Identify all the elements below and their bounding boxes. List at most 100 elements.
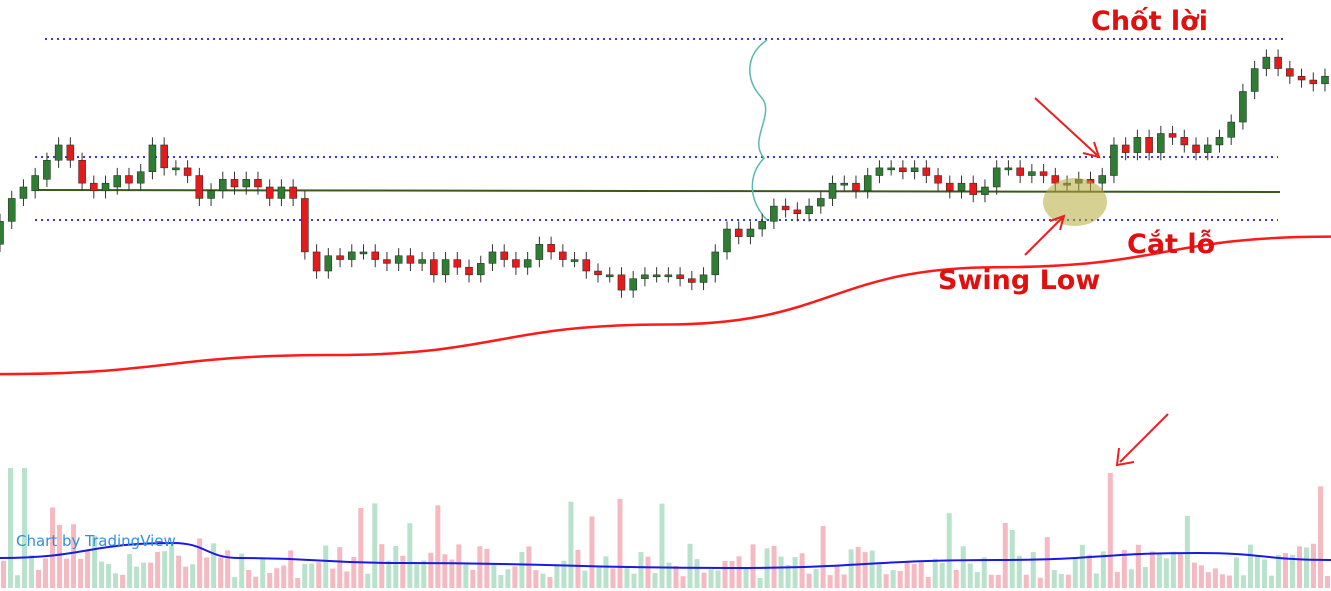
- volume-bar: [1282, 553, 1288, 588]
- candle-body: [242, 179, 251, 188]
- candle: [359, 244, 368, 260]
- candle: [1145, 129, 1153, 161]
- candle-body: [66, 144, 75, 161]
- candle: [758, 213, 766, 237]
- volume-bar: [99, 561, 105, 588]
- candle: [394, 248, 403, 272]
- candle: [78, 152, 86, 191]
- volume-bar: [127, 554, 133, 588]
- candle-body: [336, 255, 344, 260]
- candle: [559, 244, 567, 268]
- candle-body: [1274, 56, 1282, 69]
- volume-bar: [281, 565, 287, 588]
- candle: [981, 179, 989, 203]
- candle: [348, 244, 356, 268]
- volume-bar: [1037, 577, 1043, 588]
- candle: [90, 175, 98, 199]
- volume-bar: [729, 560, 735, 588]
- volume-bar: [519, 552, 525, 588]
- candle-body: [734, 228, 743, 237]
- volume-bar: [204, 557, 210, 588]
- candle: [793, 202, 802, 222]
- volume-bar: [883, 574, 889, 588]
- volume-bar: [799, 553, 805, 588]
- volume-bar: [666, 562, 672, 588]
- volume-bar: [722, 560, 728, 588]
- candle-body: [922, 167, 931, 176]
- volume-bar: [43, 558, 49, 588]
- candle-body: [195, 175, 204, 199]
- volume-bar: [1072, 558, 1078, 588]
- candle-body: [1297, 75, 1306, 81]
- volume-bar: [218, 557, 224, 588]
- volume-bar: [1240, 575, 1246, 588]
- candle: [1250, 60, 1259, 100]
- candle: [441, 251, 450, 283]
- volume-bar: [1156, 553, 1162, 588]
- volume-bar: [400, 555, 406, 588]
- volume-bar: [449, 559, 455, 588]
- candle: [183, 160, 192, 184]
- candle-body: [488, 251, 497, 264]
- volume-bar: [596, 566, 602, 588]
- candle-body: [711, 251, 720, 276]
- volume-bar: [428, 552, 434, 588]
- volume-bar: [120, 574, 126, 588]
- candle-body: [946, 182, 954, 192]
- candle-body: [500, 251, 508, 260]
- candle: [1110, 137, 1118, 184]
- candle: [277, 179, 286, 207]
- volume-bar: [708, 569, 714, 588]
- candle-body: [301, 198, 309, 253]
- volume-bar: [190, 564, 196, 588]
- volume-bar: [1212, 568, 1218, 588]
- swing-low-arrow-head: [1049, 214, 1066, 231]
- volume-bar: [421, 560, 427, 588]
- candle: [1227, 114, 1235, 145]
- candle-body: [1168, 133, 1177, 138]
- candle: [1004, 160, 1013, 176]
- candle: [828, 175, 837, 207]
- candle-body: [1004, 167, 1013, 171]
- candle-body: [1215, 137, 1224, 146]
- volume-bar: [246, 569, 252, 588]
- candle-body: [1180, 137, 1189, 146]
- volume-bar: [1184, 515, 1190, 588]
- candle-body: [406, 255, 415, 264]
- candle-body: [90, 182, 98, 192]
- candle-body: [1121, 144, 1130, 153]
- volume-bar: [638, 551, 644, 588]
- volume-bar: [1016, 555, 1022, 588]
- candle: [1192, 137, 1200, 161]
- volume-bar: [540, 573, 546, 588]
- candle-body: [0, 221, 4, 245]
- volume-bar: [715, 570, 721, 588]
- candle: [476, 255, 485, 283]
- volume-bar: [778, 556, 784, 588]
- candle: [0, 213, 4, 252]
- volume-bar: [1170, 551, 1176, 588]
- volume-bar: [890, 570, 896, 588]
- volume-bar: [848, 549, 854, 588]
- volume-bar: [386, 560, 392, 588]
- volume-bar: [610, 568, 616, 588]
- candle: [899, 160, 907, 180]
- arrows: [1024, 97, 1169, 467]
- volume-bar: [330, 568, 336, 588]
- candle: [1121, 137, 1130, 161]
- volume-bar: [862, 552, 868, 588]
- candle-body: [1016, 167, 1024, 176]
- volume-bar: [1065, 574, 1071, 588]
- volume-bar: [1128, 569, 1134, 588]
- candle-body: [547, 244, 555, 253]
- volume-bar: [393, 545, 399, 588]
- volume-spike-arrow: [1119, 413, 1169, 463]
- volume-bar: [526, 546, 532, 588]
- candle-body: [934, 175, 942, 184]
- candle: [676, 267, 684, 287]
- candle: [1133, 129, 1142, 161]
- candle: [1239, 83, 1247, 130]
- volume-bar: [533, 570, 539, 588]
- volume-bar: [414, 564, 420, 588]
- volume-bar: [981, 557, 987, 588]
